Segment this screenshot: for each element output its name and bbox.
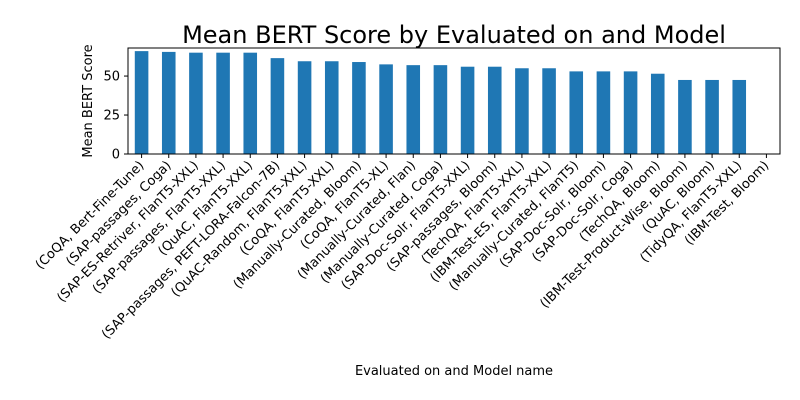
y-tick-label: 25 bbox=[103, 109, 120, 124]
bar bbox=[515, 68, 529, 154]
plot-frame bbox=[127, 47, 781, 155]
bar bbox=[134, 51, 149, 155]
y-axis-label: Mean BERT Score bbox=[81, 44, 96, 157]
chart-title: Mean BERT Score by Evaluated on and Mode… bbox=[182, 21, 726, 49]
bar bbox=[379, 64, 393, 154]
y-tick-label: 50 bbox=[103, 70, 120, 85]
bar bbox=[596, 71, 611, 154]
bar bbox=[406, 65, 421, 154]
x-axis-label: Evaluated on and Model name bbox=[355, 364, 553, 379]
bar bbox=[732, 79, 747, 154]
bar bbox=[352, 62, 366, 154]
bar bbox=[161, 51, 176, 154]
bar bbox=[650, 73, 665, 154]
bar bbox=[270, 58, 285, 154]
bars-group bbox=[134, 51, 747, 155]
bar bbox=[433, 65, 448, 154]
bar bbox=[542, 68, 556, 154]
x-axis: (CoQA, Bert-Fine-Tune)(SAP-passages, Cog… bbox=[33, 154, 772, 342]
bar bbox=[189, 52, 203, 154]
bar bbox=[678, 79, 692, 154]
bar bbox=[460, 66, 475, 154]
bar bbox=[487, 66, 502, 154]
bar bbox=[705, 79, 719, 154]
bar bbox=[297, 61, 312, 154]
bar bbox=[243, 52, 258, 154]
y-tick-label: 0 bbox=[112, 148, 120, 163]
bar bbox=[216, 52, 230, 154]
bar bbox=[324, 61, 339, 154]
bar bbox=[569, 71, 584, 154]
bar bbox=[623, 71, 638, 154]
y-axis: 0 25 50 bbox=[103, 70, 128, 163]
